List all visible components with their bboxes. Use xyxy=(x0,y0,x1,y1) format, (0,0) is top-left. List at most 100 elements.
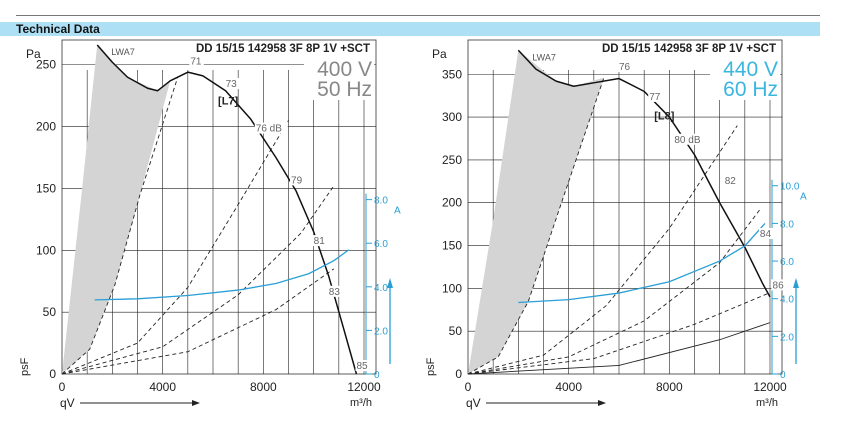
pressure-curve xyxy=(517,49,771,298)
annotation-bg xyxy=(723,174,739,186)
annotation-bg xyxy=(189,55,204,67)
system-curve xyxy=(467,322,771,375)
annotation-label: 85 xyxy=(356,361,368,372)
current-tick-label: 10.0 xyxy=(780,182,800,193)
annotation-bg xyxy=(312,235,328,247)
x-unit-label: m³/h xyxy=(756,397,778,409)
y-tick-label: 50 xyxy=(43,305,57,319)
lwa-label: LWA7 xyxy=(532,52,556,62)
annotation-label: 80 dB xyxy=(674,135,700,146)
y-tick-label: 150 xyxy=(442,239,462,253)
annotation-bg xyxy=(327,285,343,297)
x-tick-label: 8000 xyxy=(250,380,277,394)
x-unit-label: m³/h xyxy=(350,397,372,409)
annotation-label: 86 xyxy=(773,280,785,291)
x-axis-label: qV xyxy=(60,396,75,410)
y-tick-label: 200 xyxy=(442,196,462,210)
system-curve xyxy=(61,268,335,375)
plot-frame xyxy=(61,39,377,375)
frequency-label: 50 Hz xyxy=(317,78,372,101)
annotation-bg xyxy=(648,90,663,102)
annotation-bg xyxy=(224,78,239,90)
current-tick-label: 8.0 xyxy=(374,196,388,207)
header-bar xyxy=(0,22,820,36)
y-tick-label: 350 xyxy=(442,67,462,81)
voltage-label: 400 V xyxy=(317,58,372,81)
x-tick-label: 0 xyxy=(465,380,472,394)
x-tick-label: 0 xyxy=(59,380,66,394)
annotation-label: 77 xyxy=(649,92,661,103)
x-tick-label: 4000 xyxy=(149,380,176,394)
system-curve xyxy=(467,125,738,375)
annotation-label: 71 xyxy=(190,57,202,68)
speed-label-bg xyxy=(304,58,374,100)
speed-label-bg xyxy=(710,58,780,100)
system-curve xyxy=(467,209,761,375)
x-tick-label: 8000 xyxy=(656,380,683,394)
chart-title: DD 15/15 142958 3F 8P 1V +SCT xyxy=(602,43,776,55)
annotation-bg xyxy=(771,279,786,291)
y-axis-label: Pa xyxy=(26,47,41,61)
lwa-shaded-area xyxy=(468,50,604,375)
annotation-label: 81 xyxy=(314,236,326,247)
current-tick-label: 2.0 xyxy=(780,332,794,343)
x-tick-label: 4000 xyxy=(555,380,582,394)
pressure-curve xyxy=(96,44,358,375)
annotation-label: 73 xyxy=(226,79,238,90)
lwa-shaded-area xyxy=(62,44,171,374)
current-tick-label: 8.0 xyxy=(780,219,794,230)
annotation-bg xyxy=(758,227,774,239)
curve-tag: [L8] xyxy=(654,111,675,123)
system-curve xyxy=(467,292,771,375)
y-tick-label: 250 xyxy=(442,153,462,167)
y-axis-label-bottom: psF xyxy=(425,357,437,376)
current-axis-arrowhead xyxy=(387,278,393,288)
y-tick-label: 100 xyxy=(36,243,56,257)
chart-60hz: 0 50 100 150 200 250 300 350 0 4000 8000 12000 Pa psF… xyxy=(425,39,807,410)
annotation-bg xyxy=(618,60,633,72)
annotation-label: 76 xyxy=(619,62,631,73)
y-tick-label: 200 xyxy=(36,120,56,134)
system-curve xyxy=(61,76,179,375)
plot-frame xyxy=(467,39,783,375)
y-tick-label: 250 xyxy=(36,58,56,72)
y-tick-label: 0 xyxy=(49,367,56,381)
annotation-bg xyxy=(290,174,305,186)
system-curve xyxy=(467,77,605,375)
y-tick-label: 100 xyxy=(442,281,462,295)
curve-tag: [L7] xyxy=(218,95,239,107)
current-axis-arrowhead xyxy=(793,278,799,288)
frequency-label: 60 Hz xyxy=(723,78,778,101)
y-tick-label: 50 xyxy=(449,324,463,338)
current-tick-label: 4.0 xyxy=(780,295,794,306)
current-tick-label: 4.0 xyxy=(374,283,388,294)
current-unit-label: A xyxy=(394,206,401,217)
chart-title: DD 15/15 142958 3F 8P 1V +SCT xyxy=(196,43,370,55)
y-tick-label: 0 xyxy=(455,367,462,381)
annotation-bg xyxy=(673,133,707,145)
y-axis-label-bottom: psF xyxy=(19,357,31,376)
x-axis-label: qV xyxy=(466,396,481,410)
current-tick-label: 6.0 xyxy=(374,239,388,250)
x-tick-label: 12000 xyxy=(347,380,381,394)
annotation-bg xyxy=(254,122,288,134)
system-curve xyxy=(61,185,335,375)
lwa-label: LWA7 xyxy=(111,47,135,57)
annotation-label: 84 xyxy=(760,229,772,240)
x-axis-arrowhead xyxy=(598,400,606,406)
current-curve xyxy=(94,249,350,301)
section-title: Technical Data xyxy=(16,22,100,36)
annotation-label: 79 xyxy=(291,175,303,186)
voltage-label: 440 V xyxy=(723,58,778,81)
annotation-label: 76 dB xyxy=(256,124,282,135)
chart-50hz: 0 50 100 150 200 250 0 4000 8000 12000 Pa psF qV m³/h… xyxy=(19,39,401,410)
current-tick-label: 6.0 xyxy=(780,257,794,268)
y-tick-label: 300 xyxy=(442,110,462,124)
x-axis-arrowhead xyxy=(192,400,200,406)
annotation-bg xyxy=(355,360,370,372)
current-tick-label: 2.0 xyxy=(374,326,388,337)
y-tick-label: 150 xyxy=(36,181,56,195)
current-unit-label: A xyxy=(800,192,807,203)
annotation-label: 83 xyxy=(329,287,341,298)
